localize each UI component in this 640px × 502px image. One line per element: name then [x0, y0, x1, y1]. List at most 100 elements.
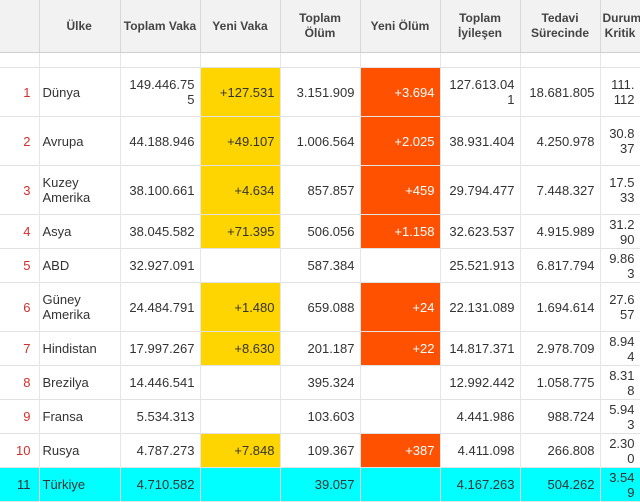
rank-cell: 4	[0, 214, 40, 249]
total-recovered-cell: 14.817.371	[440, 331, 521, 366]
total-cases-cell: 14.446.541	[120, 365, 201, 400]
header-total-cases[interactable]: Toplam Vaka	[120, 0, 201, 53]
critical-cell: 31.290	[600, 214, 640, 249]
rank-cell: 7	[0, 331, 40, 366]
total-cases-cell: 17.997.267	[120, 331, 201, 366]
active-cell: 4.915.989	[520, 214, 601, 249]
country-cell: Türkiye	[39, 467, 121, 502]
total-deaths-cell: 857.857	[280, 165, 361, 215]
table-row[interactable]: 11 Türkiye 4.710.582 39.057 4.167.263 504.262…	[0, 467, 640, 502]
rank-cell: 5	[0, 248, 40, 283]
total-recovered-cell: 32.623.537	[440, 214, 521, 249]
total-recovered-cell: 25.521.913	[440, 248, 521, 283]
table-row[interactable]: 6 Güney Amerika 24.484.791 +1.480 659.088 +24…	[0, 282, 640, 332]
table-row[interactable]: 7 Hindistan 17.997.267 +8.630 201.187 +22 14.8…	[0, 331, 640, 366]
header-new-deaths[interactable]: Yeni Ölüm	[360, 0, 441, 53]
total-deaths-cell: 109.367	[280, 433, 361, 468]
new-cases-cell: +1.480	[200, 282, 281, 332]
active-cell: 7.448.327	[520, 165, 601, 215]
critical-cell: 111.112	[600, 67, 640, 117]
table-row[interactable]: 1 Dünya 149.446.755 +127.531 3.151.909 +3.694…	[0, 67, 640, 117]
total-recovered-cell: 4.441.986	[440, 399, 521, 434]
total-deaths-cell: 506.056	[280, 214, 361, 249]
critical-cell: 3.549	[600, 467, 640, 502]
critical-cell: 27.657	[600, 282, 640, 332]
total-cases-cell: 4.787.273	[120, 433, 201, 468]
header-total-recovered[interactable]: Toplam İyileşen	[440, 0, 521, 53]
total-recovered-cell: 4.411.098	[440, 433, 521, 468]
country-cell: Kuzey Amerika	[39, 165, 121, 215]
critical-cell: 9.863	[600, 248, 640, 283]
header-active[interactable]: Tedavi Sürecinde	[520, 0, 601, 53]
new-cases-cell: +127.531	[200, 67, 281, 117]
new-deaths-cell: +3.694	[360, 67, 441, 117]
header-total-deaths[interactable]: Toplam Ölüm	[280, 0, 361, 53]
new-cases-cell: +71.395	[200, 214, 281, 249]
critical-cell: 30.837	[600, 116, 640, 166]
new-cases-cell	[200, 365, 281, 400]
table-row[interactable]: 4 Asya 38.045.582 +71.395 506.056 +1.158 32.62…	[0, 214, 640, 249]
rank-cell: 2	[0, 116, 40, 166]
active-cell: 4.250.978	[520, 116, 601, 166]
new-cases-cell	[200, 399, 281, 434]
table-row[interactable]: 9 Fransa 5.534.313 103.603 4.441.986 988.724 5…	[0, 399, 640, 434]
table-row[interactable]: 10 Rusya 4.787.273 +7.848 109.367 +387 4.411.0…	[0, 433, 640, 468]
new-deaths-cell	[360, 399, 441, 434]
header-new-cases[interactable]: Yeni Vaka	[200, 0, 281, 53]
total-recovered-cell: 12.992.442	[440, 365, 521, 400]
new-cases-cell: +4.634	[200, 165, 281, 215]
table-spacer	[0, 52, 640, 68]
table-row[interactable]: 2 Avrupa 44.188.946 +49.107 1.006.564 +2.025 3…	[0, 116, 640, 166]
rank-cell: 3	[0, 165, 40, 215]
new-deaths-cell: +459	[360, 165, 441, 215]
country-cell: Hindistan	[39, 331, 121, 366]
new-deaths-cell	[360, 365, 441, 400]
total-deaths-cell: 39.057	[280, 467, 361, 502]
header-critical[interactable]: Durumu Kritik	[600, 0, 640, 53]
country-cell: Avrupa	[39, 116, 121, 166]
rank-cell: 11	[0, 467, 40, 502]
active-cell: 1.694.614	[520, 282, 601, 332]
total-cases-cell: 32.927.091	[120, 248, 201, 283]
new-deaths-cell	[360, 467, 441, 502]
total-recovered-cell: 4.167.263	[440, 467, 521, 502]
total-cases-cell: 44.188.946	[120, 116, 201, 166]
country-cell: Dünya	[39, 67, 121, 117]
header-country[interactable]: Ülke	[39, 0, 121, 53]
active-cell: 2.978.709	[520, 331, 601, 366]
critical-cell: 5.943	[600, 399, 640, 434]
total-recovered-cell: 38.931.404	[440, 116, 521, 166]
table-row[interactable]: 3 Kuzey Amerika 38.100.661 +4.634 857.857 +45…	[0, 165, 640, 215]
rank-cell: 6	[0, 282, 40, 332]
total-deaths-cell: 201.187	[280, 331, 361, 366]
country-cell: Güney Amerika	[39, 282, 121, 332]
rank-cell: 10	[0, 433, 40, 468]
total-cases-cell: 4.710.582	[120, 467, 201, 502]
total-cases-cell: 5.534.313	[120, 399, 201, 434]
total-cases-cell: 38.045.582	[120, 214, 201, 249]
total-cases-cell: 24.484.791	[120, 282, 201, 332]
active-cell: 18.681.805	[520, 67, 601, 117]
total-deaths-cell: 587.384	[280, 248, 361, 283]
country-cell: Fransa	[39, 399, 121, 434]
new-deaths-cell: +1.158	[360, 214, 441, 249]
new-cases-cell	[200, 467, 281, 502]
rank-cell: 1	[0, 67, 40, 117]
table-row[interactable]: 8 Brezilya 14.446.541 395.324 12.992.442 1.05…	[0, 365, 640, 400]
new-cases-cell: +7.848	[200, 433, 281, 468]
total-deaths-cell: 103.603	[280, 399, 361, 434]
total-deaths-cell: 3.151.909	[280, 67, 361, 117]
active-cell: 6.817.794	[520, 248, 601, 283]
new-deaths-cell: +24	[360, 282, 441, 332]
new-cases-cell: +8.630	[200, 331, 281, 366]
table-row[interactable]: 5 ABD 32.927.091 587.384 25.521.913 6.817.794…	[0, 248, 640, 283]
active-cell: 1.058.775	[520, 365, 601, 400]
rank-cell: 8	[0, 365, 40, 400]
total-cases-cell: 149.446.755	[120, 67, 201, 117]
critical-cell: 2.300	[600, 433, 640, 468]
header-rank	[0, 0, 40, 53]
country-cell: Asya	[39, 214, 121, 249]
critical-cell: 8.318	[600, 365, 640, 400]
new-deaths-cell: +22	[360, 331, 441, 366]
